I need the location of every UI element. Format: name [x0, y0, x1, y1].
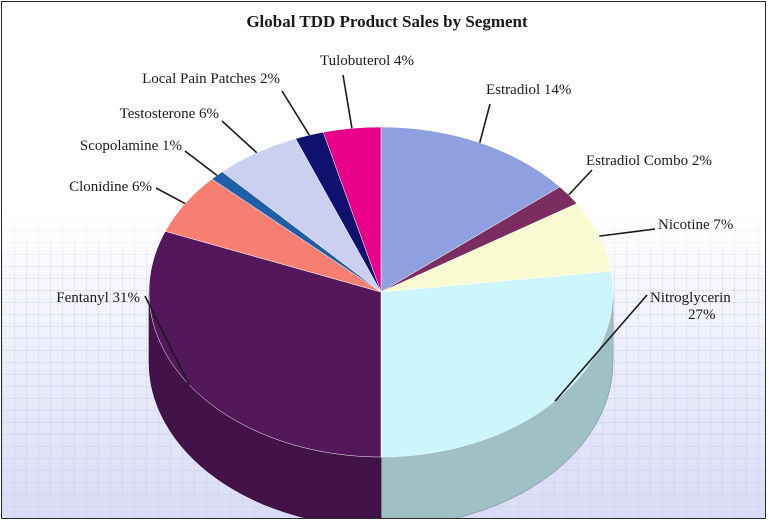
chart-title: Global TDD Product Sales by Segment	[246, 12, 528, 31]
leader-line-0	[479, 103, 491, 143]
pie-slice-9	[322, 126, 382, 293]
slice-labels: Estradiol 14% Estradiol Combo 2% Nicotine …	[56, 53, 733, 323]
leader-line-2	[599, 228, 656, 237]
slice-label-7: Testosterone 6%	[120, 106, 219, 122]
leader-line-4	[144, 295, 190, 386]
leader-line-7	[221, 120, 258, 154]
pie-top	[148, 126, 614, 458]
slice-label-1: Estradiol Combo 2%	[586, 153, 712, 169]
slice-label-6: Scopolamine 1%	[80, 138, 182, 154]
leader-lines	[144, 74, 656, 402]
slice-label-3: Nitroglycerin	[650, 290, 731, 306]
slice-label-8: Local Pain Patches 2%	[142, 71, 280, 87]
slice-label-4: Fentanyl 31%	[56, 290, 140, 306]
leader-line-1	[568, 169, 593, 196]
pie-slice-0	[380, 126, 561, 293]
slice-label-9: Tulobuterol 4%	[320, 53, 414, 69]
leader-line-5	[155, 187, 186, 205]
leader-line-3	[554, 294, 648, 402]
slice-label-2: Nicotine 7%	[658, 217, 733, 233]
slice-label-5: Clonidine 6%	[69, 179, 152, 195]
slice-label-3-line2: 27%	[688, 307, 716, 323]
leader-line-8	[281, 90, 310, 136]
pie-slice-2	[380, 203, 612, 293]
slice-label-0: Estradiol 14%	[486, 82, 571, 98]
leader-line-6	[184, 150, 218, 176]
leader-line-9	[342, 74, 353, 129]
